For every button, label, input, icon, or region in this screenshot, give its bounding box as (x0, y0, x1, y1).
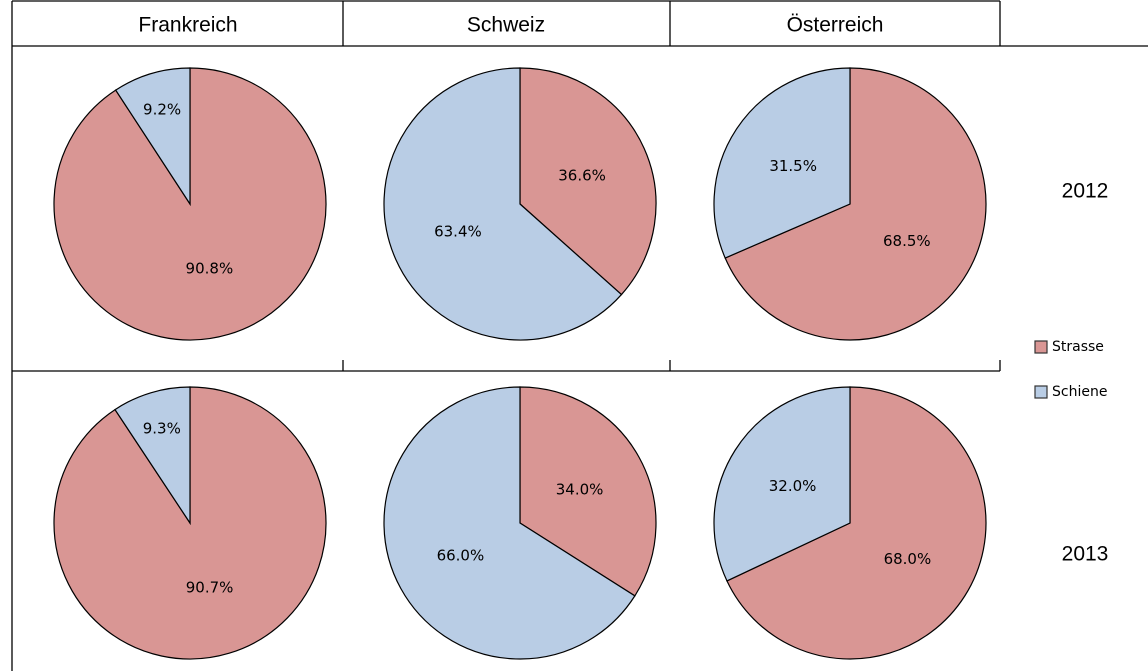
column-header: Österreich (787, 14, 884, 37)
data-label: 68.5% (883, 232, 931, 250)
data-label: 31.5% (769, 157, 817, 175)
data-label: 63.4% (434, 222, 482, 240)
data-label: 9.3% (143, 420, 181, 438)
data-label: 34.0% (556, 481, 604, 499)
data-label: 32.0% (769, 477, 817, 495)
legend-label: Schiene (1052, 384, 1107, 400)
data-label: 90.7% (186, 579, 234, 597)
column-header: Schweiz (467, 14, 545, 37)
data-label: 9.2% (143, 101, 181, 119)
data-label: 36.6% (558, 167, 606, 185)
pie-slice (383, 67, 623, 341)
row-label: 2012 (1062, 180, 1109, 203)
pie-slice (713, 67, 851, 259)
pie-slice (114, 67, 191, 207)
legend-label: Strasse (1052, 339, 1104, 355)
legend-swatch (1034, 385, 1048, 399)
pie-slice (114, 386, 191, 525)
pie-slice (713, 386, 851, 582)
pie-slice (726, 386, 987, 660)
legend-swatch (1034, 340, 1048, 354)
pie-slice (724, 67, 987, 341)
data-label: 66.0% (437, 546, 485, 564)
pie-slice (519, 67, 657, 296)
column-header: Frankreich (138, 14, 237, 37)
pie-slice (383, 386, 636, 660)
pie-slice (519, 386, 657, 597)
data-label: 90.8% (186, 260, 234, 278)
row-label: 2013 (1062, 543, 1109, 566)
data-label: 68.0% (884, 550, 932, 568)
